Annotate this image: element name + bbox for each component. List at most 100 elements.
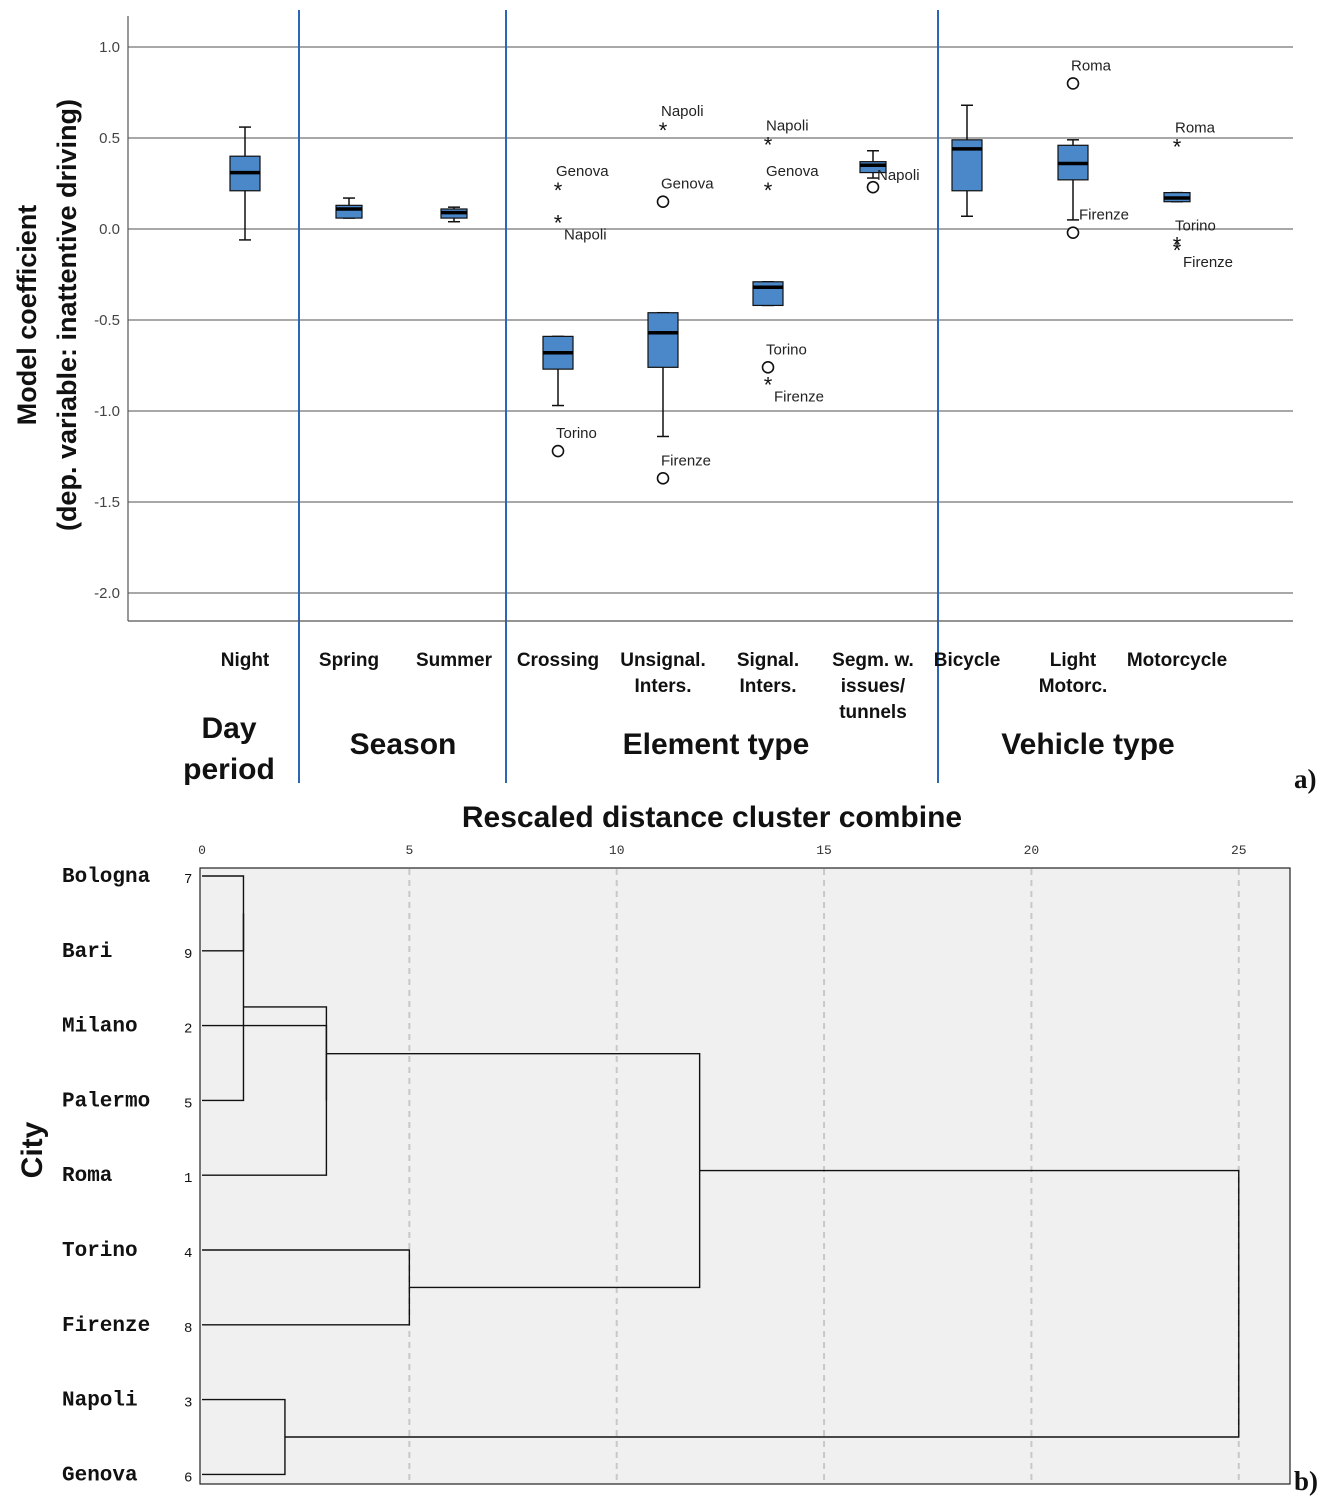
outlier-star: *: [764, 178, 773, 203]
group-label: Vehicle type: [1001, 728, 1174, 761]
outlier-label: Roma: [1175, 119, 1216, 136]
boxplot-6: Napoli: [859, 149, 920, 194]
category-label: Motorc.: [1039, 676, 1108, 697]
boxplots: *Genova* NapoliTorino*NapoliGenovaFirenze…: [229, 57, 1233, 485]
city-case-number: 9: [184, 947, 192, 963]
city-case-number: 5: [184, 1096, 192, 1112]
category-label: Spring: [319, 650, 379, 671]
category-label: Summer: [416, 650, 493, 671]
outlier-circle: [1066, 226, 1080, 239]
outlier-label: Torino: [556, 425, 597, 442]
dendrogram-links: [202, 875, 1240, 1476]
group-label: Day: [201, 712, 256, 745]
dendrogram-link: [202, 913, 245, 1102]
category-label: Segm. w.: [832, 650, 914, 671]
boxplot-0: [229, 126, 261, 241]
outlier-label: Napoli: [564, 227, 607, 244]
boxplot-1: [335, 197, 363, 219]
outlier-label: Torino: [766, 341, 807, 358]
outlier-star: *: [1173, 238, 1182, 263]
city-case-number: 8: [184, 1321, 192, 1337]
outlier-circle: [551, 444, 565, 458]
boxplot-9: *Roma*Torino* Firenze: [1163, 119, 1233, 271]
boxplot-2: [440, 206, 468, 223]
outlier-star: *: [1173, 233, 1182, 258]
outlier-star: *: [554, 178, 563, 203]
boxplot-4: *Napoli Genova Firenze: [647, 103, 714, 485]
category-label: Bicycle: [934, 650, 1001, 671]
category-label: Inters.: [634, 676, 691, 697]
city-label: Napoli: [62, 1390, 138, 1413]
y-tick-label: -0.5: [94, 312, 120, 329]
category-label: Motorcycle: [1127, 650, 1227, 671]
city-label: Torino: [62, 1240, 138, 1263]
dendrogram-plot-area: [199, 867, 1291, 1485]
outlier-label: Napoli: [661, 103, 704, 120]
box-iqr: [859, 161, 887, 174]
city-case-number: 4: [184, 1246, 192, 1262]
outlier-label: Firenze: [1183, 254, 1233, 271]
outlier-label: Napoli: [766, 117, 809, 134]
outlier-circle: [656, 472, 670, 485]
category-label: issues/: [841, 676, 906, 697]
distance-tick-label: 5: [405, 843, 413, 858]
group-label: Element type: [623, 728, 810, 761]
group-label: Season: [350, 728, 457, 761]
outlier-star: *: [554, 211, 563, 236]
box-iqr: [647, 312, 679, 368]
distance-tick-label: 25: [1231, 843, 1247, 858]
city-case-number: 7: [184, 872, 192, 888]
city-case-number: 1: [184, 1171, 192, 1187]
outlier-star: *: [659, 118, 668, 143]
box-iqr: [752, 281, 784, 307]
city-case-number: 2: [184, 1022, 192, 1038]
y-tick-label: 0.5: [99, 130, 120, 147]
outlier-star: *: [764, 132, 773, 157]
category-labels: Night Spring Summer Crossing Unsignal. Inters…: [221, 650, 1227, 723]
boxplot-panel: 1.00.50.0-0.5-1.0-1.5-2.0 *Genova* Napoli…: [12, 10, 1317, 794]
group-labels: Day period Season Element type Vehicle type: [183, 712, 1175, 786]
outlier-star: *: [1173, 134, 1182, 159]
outlier-label: Firenze: [774, 389, 824, 406]
city-leaf-labels: Bologna 7 Bari 9 Milano 2 Palermo 5 Roma 1 Torino 4…: [62, 866, 192, 1487]
distance-tick-label: 10: [609, 843, 625, 858]
y-gridlines: [128, 46, 1293, 594]
category-label: Light: [1050, 650, 1097, 671]
y-tick-label: -1.5: [94, 494, 120, 511]
outlier-label: Genova: [661, 176, 714, 193]
outlier-label: Genova: [766, 163, 819, 180]
outlier-label: Firenze: [661, 452, 711, 469]
group-separators: [298, 10, 939, 783]
panel-a-tag: a): [1294, 764, 1317, 794]
outlier-label: Firenze: [1079, 207, 1129, 224]
city-label: Bologna: [62, 866, 151, 889]
category-label: Inters.: [739, 676, 796, 697]
outlier-label: Napoli: [877, 167, 920, 184]
outlier-circle: [866, 180, 880, 194]
outlier-circle: [1066, 77, 1080, 90]
dendrogram-title: Rescaled distance cluster combine: [462, 801, 962, 834]
y-tick-label: -1.0: [94, 403, 120, 420]
category-label: Unsignal.: [620, 650, 706, 671]
y-tick-labels: 1.0 0.5 0.0 -0.5 -1.0 -1.5 -2.0: [94, 39, 120, 602]
dendrogram-link: [284, 1169, 1240, 1438]
category-label: Signal.: [737, 650, 799, 671]
city-label: Genova: [62, 1464, 138, 1487]
city-case-number: 3: [184, 1396, 192, 1412]
boxplot-7: [951, 104, 983, 218]
y-tick-label: -2.0: [94, 585, 120, 602]
category-label: tunnels: [839, 702, 907, 723]
group-label: period: [183, 753, 275, 786]
y-axis-label-line1: Model coefficient: [12, 205, 42, 426]
city-label: Palermo: [62, 1090, 150, 1113]
y-axis-label-line2: (dep. variable: inattentive driving): [52, 99, 82, 531]
outlier-label: Torino: [1175, 218, 1216, 235]
y-tick-label: 0.0: [99, 221, 120, 238]
city-case-number: 6: [184, 1470, 192, 1486]
distance-tick-label: 20: [1024, 843, 1040, 858]
dendrogram-link: [243, 1006, 328, 1101]
panel-b-tag: b): [1294, 1466, 1318, 1496]
